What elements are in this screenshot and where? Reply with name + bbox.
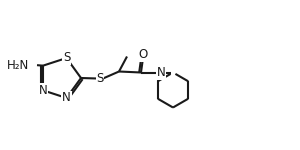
Text: S: S [96, 72, 104, 85]
Text: S: S [63, 51, 70, 64]
Text: N: N [62, 92, 71, 104]
Text: O: O [138, 48, 148, 62]
Text: N: N [39, 84, 47, 97]
Text: N: N [157, 66, 165, 79]
Text: H₂N: H₂N [7, 59, 29, 72]
